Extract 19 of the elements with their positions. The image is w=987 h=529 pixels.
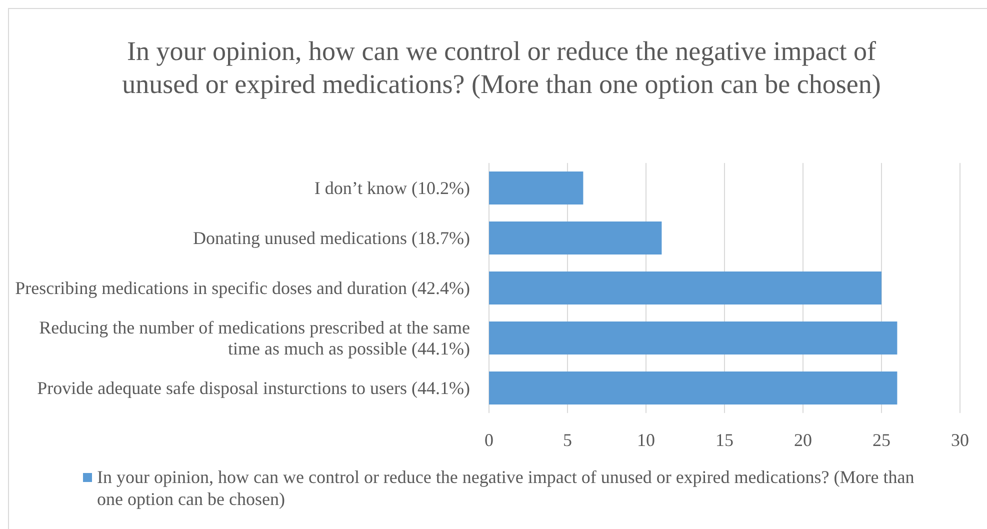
x-tick-label: 20 — [794, 430, 812, 450]
x-tick-label: 15 — [716, 430, 734, 450]
y-tick-label: Reducing the number of medications prescribed at the same time as much as possible (44.1%) — [39, 318, 470, 358]
y-tick-label: Donating unused medications (18.7%) — [193, 228, 470, 248]
x-tick-label: 25 — [872, 430, 890, 450]
x-tick-label: 5 — [563, 430, 572, 450]
x-tick-label: 10 — [637, 430, 655, 450]
legend-label: In your opinion, how can we control or reduce the negative impact of unused or expired medications? (More than one option can be chosen) — [97, 467, 914, 509]
chart-title: In your opinion, how can we control or reduce the negative impact of unused or expired medications? (More than one option can be chosen) — [122, 36, 881, 99]
y-tick-label: Prescribing medications in specific doses and duration (42.4%) — [15, 278, 470, 298]
x-tick-label: 30 — [951, 430, 969, 450]
x-tick-label: 0 — [484, 430, 494, 450]
bar — [489, 172, 584, 204]
bar — [489, 222, 662, 254]
bar — [489, 372, 898, 404]
bar — [489, 272, 882, 304]
y-tick-label: Provide adequate safe disposal insturctions to users (44.1%) — [37, 378, 470, 398]
bar — [489, 322, 898, 354]
y-tick-label: I don’t know (10.2%) — [314, 178, 470, 198]
